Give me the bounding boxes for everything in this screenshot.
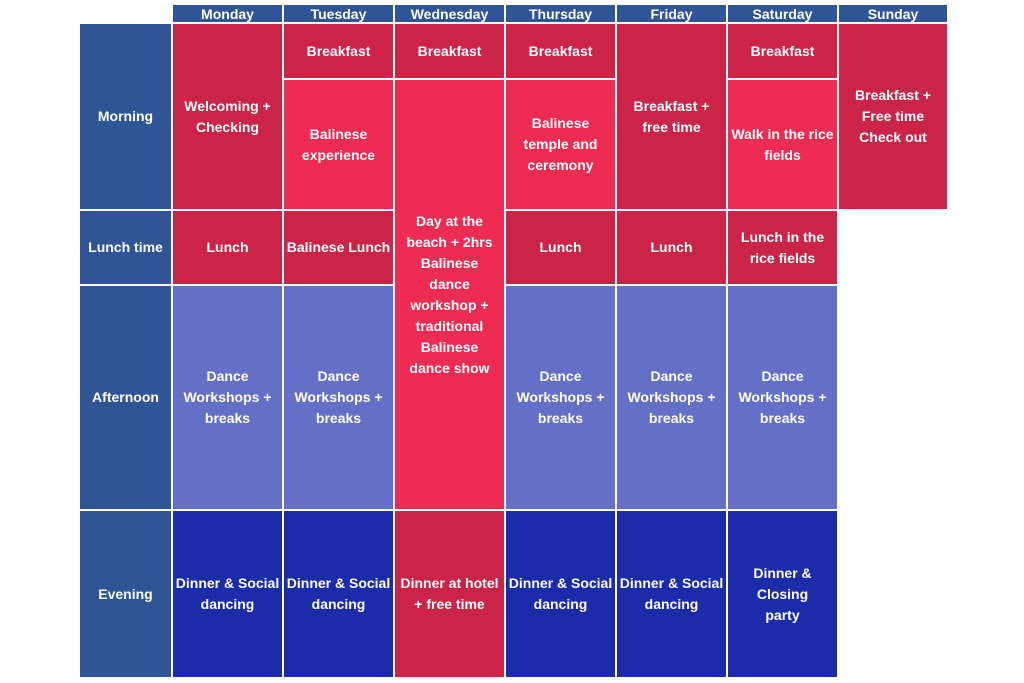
day-header-wednesday: Wednesday (394, 4, 505, 23)
wednesday-day-cell: Day at the beach + 2hrs Balinese dance w… (394, 79, 505, 510)
tuesday-afternoon-cell: Dance Workshops + breaks (283, 285, 394, 510)
monday-afternoon-cell: Dance Workshops + breaks (172, 285, 283, 510)
slot-label-evening: Evening (79, 510, 172, 678)
slot-label-lunch: Lunch time (79, 210, 172, 285)
monday-morning-cell: Welcoming + Checking (172, 23, 283, 210)
tuesday-evening-cell: Dinner & Social dancing (283, 510, 394, 678)
monday-lunch-cell: Lunch (172, 210, 283, 285)
saturday-lunch-cell: Lunch in the rice fields (727, 210, 838, 285)
day-header-monday: Monday (172, 4, 283, 23)
day-header-thursday: Thursday (505, 4, 616, 23)
thursday-morning-cell: Balinese temple and ceremony (505, 79, 616, 210)
tuesday-morning-cell: Balinese experience (283, 79, 394, 210)
friday-afternoon-cell: Dance Workshops + breaks (616, 285, 727, 510)
day-header-sunday: Sunday (838, 4, 948, 23)
thursday-evening-cell: Dinner & Social dancing (505, 510, 616, 678)
wednesday-breakfast-cell: Breakfast (394, 23, 505, 79)
wednesday-evening-cell: Dinner at hotel + free time (394, 510, 505, 678)
thursday-afternoon-cell: Dance Workshops + breaks (505, 285, 616, 510)
day-header-friday: Friday (616, 4, 727, 23)
thursday-lunch-cell: Lunch (505, 210, 616, 285)
monday-evening-cell: Dinner & Social dancing (172, 510, 283, 678)
day-header-tuesday: Tuesday (283, 4, 394, 23)
friday-morning-cell: Breakfast + free time (616, 23, 727, 210)
slot-label-morning: Morning (79, 23, 172, 210)
day-header-saturday: Saturday (727, 4, 838, 23)
tuesday-breakfast-cell: Breakfast (283, 23, 394, 79)
saturday-morning-cell: Walk in the rice fields (727, 79, 838, 210)
friday-evening-cell: Dinner & Social dancing (616, 510, 727, 678)
sunday-morning-cell: Breakfast + Free time Check out (838, 23, 948, 210)
saturday-evening-cell: Dinner & Closing party (727, 510, 838, 678)
slot-label-afternoon: Afternoon (79, 285, 172, 510)
tuesday-lunch-cell: Balinese Lunch (283, 210, 394, 285)
saturday-afternoon-cell: Dance Workshops + breaks (727, 285, 838, 510)
thursday-breakfast-cell: Breakfast (505, 23, 616, 79)
saturday-breakfast-cell: Breakfast (727, 23, 838, 79)
friday-lunch-cell: Lunch (616, 210, 727, 285)
